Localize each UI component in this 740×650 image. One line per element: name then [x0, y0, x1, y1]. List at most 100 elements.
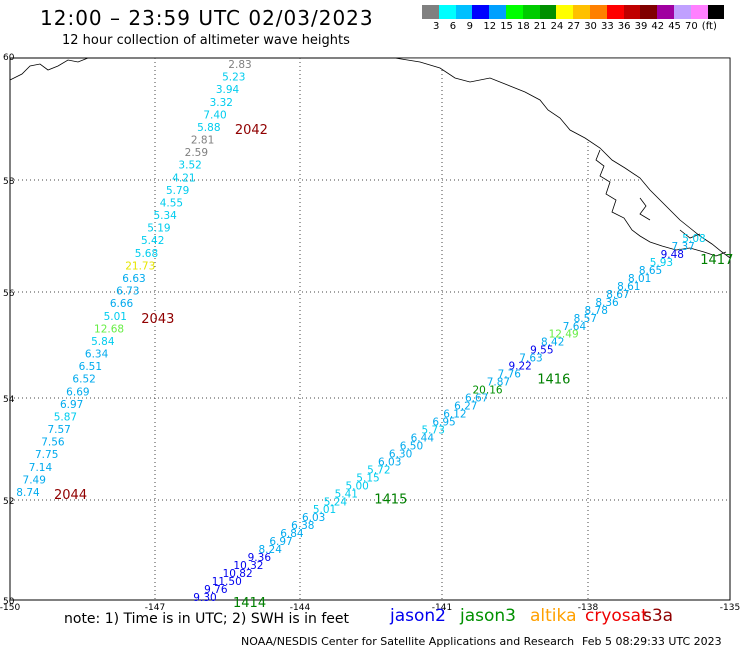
legend-label: 6	[449, 21, 457, 32]
color-legend	[422, 5, 725, 19]
page-title: 12:00 – 23:59 UTC 02/03/2023	[40, 6, 374, 30]
legend-swatch	[472, 5, 490, 19]
wave-height-value: 6.66	[110, 298, 134, 310]
wave-height-value: 6.52	[72, 374, 95, 386]
wave-height-value: 2.83	[228, 59, 251, 71]
legend-swatch	[640, 5, 658, 19]
legend-label: 42	[651, 21, 665, 32]
wave-height-value: 8.36	[595, 297, 619, 309]
wave-height-value: 5.84	[91, 336, 115, 348]
wave-height-value: 6.30	[389, 448, 412, 460]
wave-height-value: 12.49	[549, 329, 579, 341]
legend-label: 21	[533, 21, 547, 32]
islands-coast	[595, 149, 727, 257]
wave-height-value: 7.37	[671, 241, 694, 253]
legend-label: 15	[500, 21, 513, 32]
wave-height-value: 8.57	[574, 313, 597, 325]
map-frame	[9, 57, 731, 601]
wave-height-value: 4.21	[172, 172, 195, 184]
longitude-tick-label: -144	[290, 603, 311, 613]
wave-height-value: 6.73	[116, 286, 139, 298]
legend-label: 27	[567, 21, 581, 32]
legend-swatch	[657, 5, 674, 19]
satellite-label: cryosat	[585, 606, 648, 626]
wave-height-value: 9.30	[193, 592, 216, 604]
wave-height-value: 5.42	[141, 235, 164, 247]
wave-height-value: 5.19	[147, 223, 170, 235]
wave-height-value: 5.68	[135, 248, 158, 260]
satellite-label: s3a	[643, 606, 674, 626]
wave-height-value: 6.84	[280, 528, 304, 540]
wave-height-value: 5.73	[422, 424, 445, 436]
longitude-tick-label: -150	[0, 603, 20, 613]
wave-height-value: 5.34	[153, 210, 177, 222]
wave-height-value: 7.40	[203, 109, 226, 121]
wave-height-value: 21.73	[125, 260, 155, 272]
wave-height-value: 6.34	[85, 349, 109, 361]
wave-height-value: 6.12	[443, 409, 466, 421]
legend-swatch	[455, 5, 473, 19]
longitude-tick-labels: -150 -147 -144 -141 -138 -135	[0, 603, 740, 613]
legend-label: (ft)	[701, 21, 717, 32]
satellite-label: jason3	[460, 606, 516, 626]
time-label: 1415	[374, 492, 407, 507]
time-label: 1417	[700, 253, 733, 268]
longitude-tick-label: -135	[720, 603, 740, 613]
graticule	[10, 58, 730, 600]
wave-height-value: 6.38	[291, 520, 314, 532]
legend-label: 24	[550, 21, 564, 32]
color-legend-labels: 3 6 9 12 15 18 21 24 27 30 33 36 39 42 45 70 (ft)	[422, 21, 740, 33]
wave-height-value: 7.49	[23, 474, 46, 486]
time-label: 2044	[54, 488, 87, 503]
legend-swatch	[438, 5, 456, 19]
wave-height-value: 5.41	[335, 488, 358, 500]
wave-height-value: 5.00	[345, 480, 368, 492]
legend-label: 18	[517, 21, 530, 32]
generated-time: Feb 5 08:29:33 UTC 2023	[582, 635, 722, 648]
wave-height-value: 3.32	[210, 97, 233, 109]
wave-height-value: 9.55	[530, 345, 553, 357]
wave-height-value: 5.08	[682, 233, 705, 245]
latitude-tick-label: 52	[3, 497, 14, 507]
page-subtitle: 12 hour collection of altimeter wave hei…	[62, 33, 350, 48]
wave-height-value: 20.16	[473, 385, 503, 397]
wave-height-value: 5.23	[222, 72, 245, 84]
wave-height-value: 7.64	[563, 321, 587, 333]
legend-label: 9	[466, 21, 473, 32]
wave-height-value: 6.97	[269, 536, 292, 548]
legend-swatch	[589, 5, 607, 19]
latitude-tick-label: 56	[3, 289, 15, 299]
wave-height-value: 7.63	[519, 353, 542, 365]
wave-height-value: 3.94	[216, 84, 240, 96]
wave-height-value: 8.67	[606, 289, 629, 301]
wave-height-value: 6.44	[411, 432, 435, 444]
wave-height-value: 5.79	[166, 185, 189, 197]
latitude-tick-label: 60	[3, 53, 15, 63]
legend-label: 30	[584, 21, 597, 32]
legend-swatch	[505, 5, 523, 19]
legend-swatch	[673, 5, 691, 19]
wave-height-value: 9.48	[661, 249, 684, 261]
wave-height-value: 7.14	[29, 462, 53, 474]
latitude-tick-label: 58	[3, 177, 15, 187]
longitude-tick-label: -147	[145, 603, 165, 613]
legend-label: 36	[617, 21, 631, 32]
wave-height-value: 9.76	[204, 584, 228, 596]
wave-height-value: 7.75	[35, 449, 58, 461]
wave-height-value: 9.22	[508, 361, 531, 373]
wave-height-value: 6.03	[302, 512, 325, 524]
wave-height-value: 8.65	[639, 265, 662, 277]
credit-line: NOAA/NESDIS Center for Satellite Applica…	[241, 635, 575, 648]
longitude-tick-label: -141	[432, 603, 452, 613]
wave-height-value: 6.67	[465, 393, 488, 405]
legend-label: 12	[483, 21, 497, 32]
satellite-label: altika	[530, 606, 577, 626]
wave-height-value: 5.93	[650, 257, 673, 269]
wave-height-value: 5.01	[313, 504, 336, 516]
wave-height-value: 8.74	[16, 487, 40, 499]
latitude-tick-label: 50	[3, 597, 15, 607]
legend-swatch	[422, 5, 439, 19]
legend-swatch	[623, 5, 641, 19]
time-label: 2042	[235, 123, 268, 138]
wave-height-value: 6.63	[122, 273, 145, 285]
